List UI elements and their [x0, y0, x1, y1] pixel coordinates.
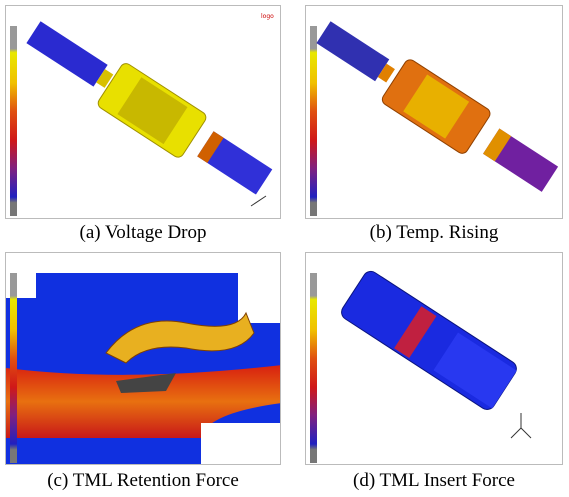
figure: logo (a) Voltage Drop (b) Temp. Rising (…: [0, 0, 569, 497]
caption: (b) Temp. Rising: [305, 222, 563, 244]
panel-c: [5, 252, 281, 465]
caption: (d) TML Insert Force: [305, 470, 563, 492]
caption: (a) Voltage Drop: [5, 222, 281, 244]
caption: (c) TML Retention Force: [5, 470, 281, 492]
panel-a: logo: [5, 5, 281, 219]
svg-text:logo: logo: [261, 13, 274, 20]
panel-b: [305, 5, 563, 219]
panel-d: [305, 252, 563, 465]
